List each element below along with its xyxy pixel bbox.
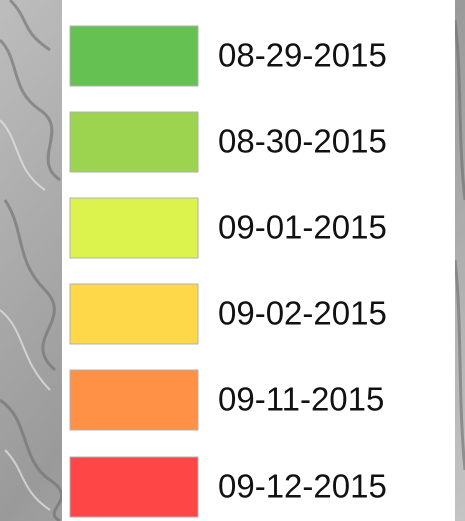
legend-label: 09-12-2015 bbox=[218, 468, 387, 505]
legend-label: 08-30-2015 bbox=[218, 123, 387, 160]
legend-swatch bbox=[70, 198, 198, 258]
legend-label: 09-01-2015 bbox=[218, 209, 387, 246]
legend-swatch bbox=[70, 284, 198, 344]
legend-swatch bbox=[70, 457, 198, 517]
legend-label: 09-11-2015 bbox=[218, 381, 384, 418]
legend-swatch bbox=[70, 26, 198, 86]
legend-swatch bbox=[70, 112, 198, 172]
legend-label: 09-02-2015 bbox=[218, 295, 387, 332]
map: 08-29-2015 08-30-2015 09-01-2015 09-02-2015… bbox=[0, 0, 465, 521]
page: 08-29-2015 08-30-2015 09-01-2015 09-02-2015… bbox=[0, 0, 465, 521]
legend-swatch bbox=[70, 370, 198, 430]
legend-label: 08-29-2015 bbox=[218, 37, 387, 74]
